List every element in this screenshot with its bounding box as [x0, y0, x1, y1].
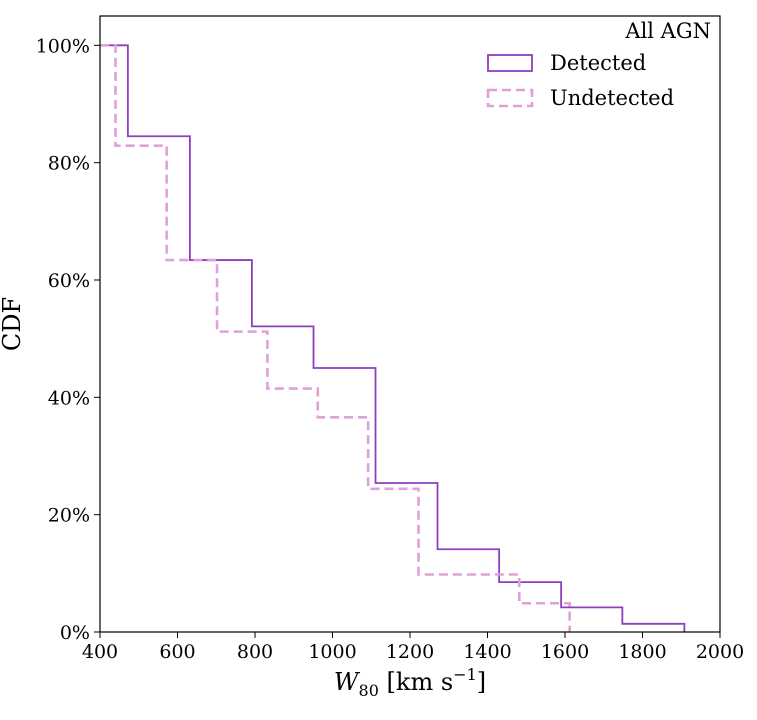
x-axis-title-superscript: −1 [453, 665, 477, 684]
x-axis-title-unit: [km s [379, 668, 453, 696]
legend-entries: Detected Undetected [486, 51, 674, 110]
x-tick-label: 1000 [308, 641, 356, 663]
y-tick-label: 80% [48, 153, 90, 175]
y-axis-title: CDF [0, 297, 26, 351]
y-tick-label: 0% [60, 622, 90, 644]
x-axis-title-symbol: W [334, 668, 361, 696]
y-axis: 0% 20% 40% 60% 80% 100% [36, 35, 100, 644]
series-line-detected [100, 44, 686, 632]
x-axis: 400 600 800 1000 1200 1400 1600 1800 2000 [82, 632, 744, 663]
y-tick-label: 100% [36, 35, 90, 57]
x-tick-label: 1600 [541, 641, 589, 663]
legend-label-undetected: Undetected [550, 86, 674, 110]
series-layer [100, 44, 686, 632]
series-line-undetected [100, 44, 571, 632]
x-tick-label: 2000 [696, 641, 744, 663]
x-tick-label: 1400 [463, 641, 511, 663]
x-tick-label: 1200 [386, 641, 434, 663]
y-tick-label: 60% [48, 270, 90, 292]
legend-swatch-undetected [486, 88, 534, 108]
legend-swatch-detected [487, 54, 533, 72]
x-axis-title-subscript: 80 [359, 681, 379, 700]
x-tick-label: 1800 [618, 641, 666, 663]
x-tick-label: 800 [237, 641, 273, 663]
x-tick-label: 400 [82, 641, 118, 663]
legend: All AGN Detected Undetected [486, 19, 711, 110]
x-tick-label: 600 [159, 641, 195, 663]
legend-title: All AGN [624, 19, 711, 43]
y-tick-label: 20% [48, 505, 90, 527]
y-tick-label: 40% [48, 387, 90, 409]
x-axis-title: W80 [km s−1] [334, 665, 486, 700]
legend-label-detected: Detected [550, 51, 646, 75]
x-axis-title-close: ] [477, 668, 486, 696]
